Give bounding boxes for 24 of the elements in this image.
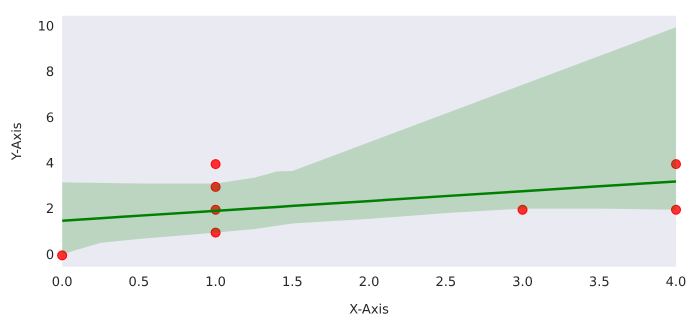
point <box>210 159 221 170</box>
y-axis-title: Y-Axis <box>10 122 26 162</box>
x-tick-label: 3.0 <box>512 274 533 290</box>
y-tick-label: 8 <box>46 65 54 80</box>
x-tick-label: 1.0 <box>205 274 226 290</box>
x-axis-title: X-Axis <box>349 302 390 318</box>
y-tick-label: 2 <box>46 202 54 218</box>
y-tick-label: 4 <box>46 156 54 172</box>
x-tick-label: 4.0 <box>666 274 686 290</box>
x-tick-label: 2.0 <box>358 274 380 290</box>
x-tick-label: 3.5 <box>588 274 610 290</box>
x-tick-label: 2.5 <box>435 274 456 290</box>
point <box>671 204 681 215</box>
y-tick-label: 6 <box>46 110 54 126</box>
point <box>671 159 681 170</box>
point <box>518 204 528 215</box>
point <box>57 250 68 260</box>
point <box>210 228 221 238</box>
point <box>210 182 221 192</box>
x-tick-label: 0.0 <box>52 274 72 290</box>
y-tick-label: 10 <box>38 20 54 35</box>
x-tick-label: 1.5 <box>282 274 303 290</box>
y-tick-label: 0 <box>46 248 54 263</box>
x-tick-label: 0.5 <box>128 274 150 290</box>
